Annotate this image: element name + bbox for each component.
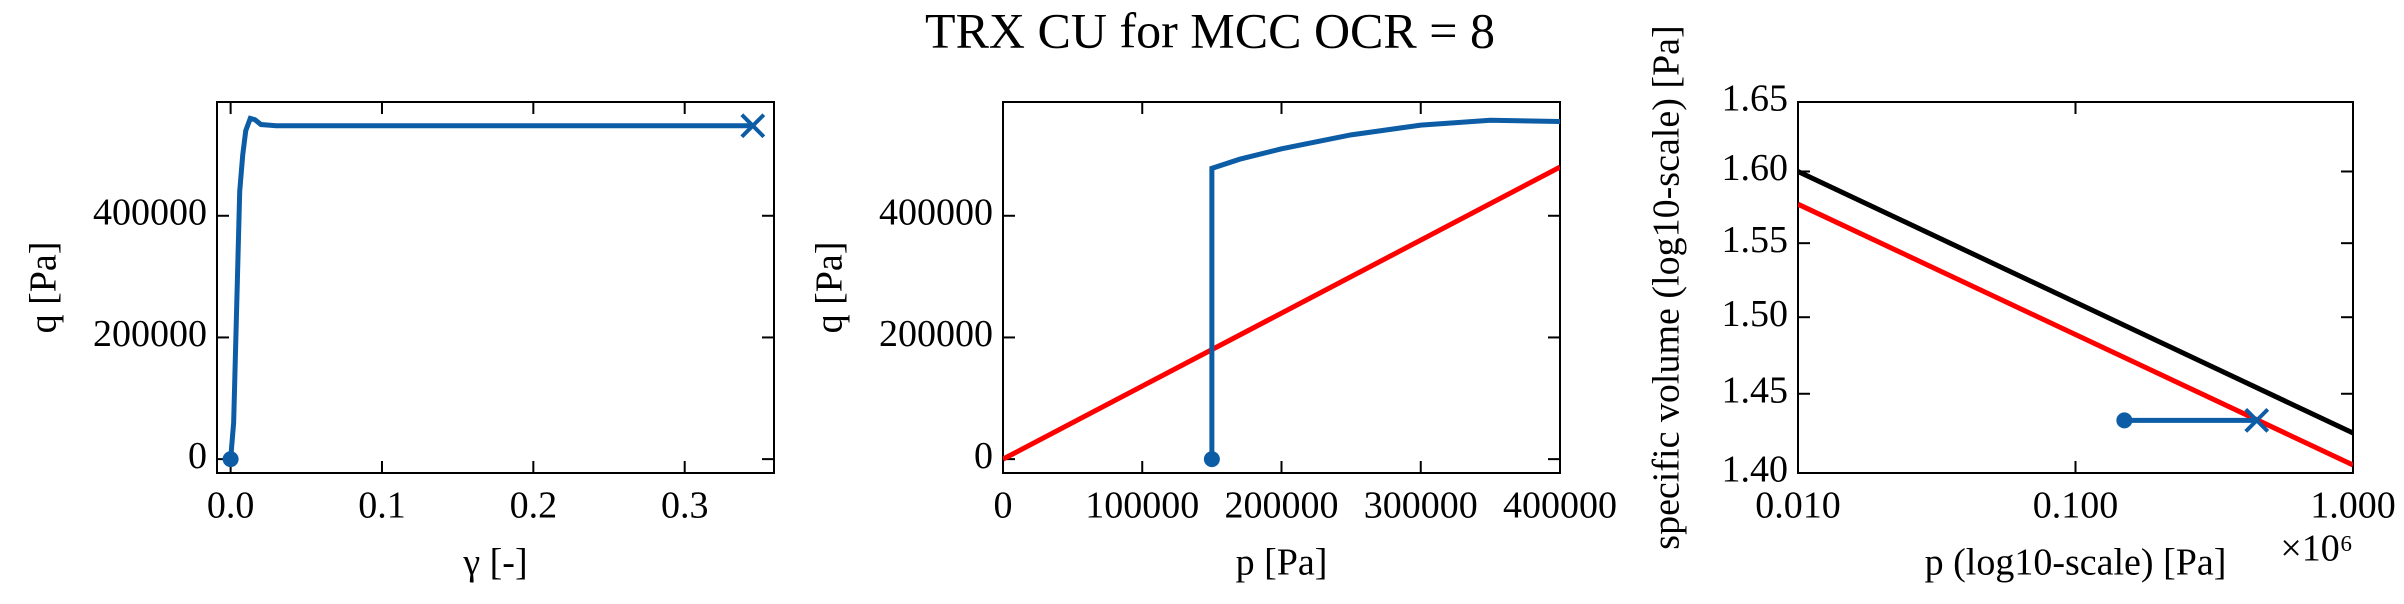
x-axis-label: p [Pa] — [1236, 542, 1328, 584]
y-tick-label: 200000 — [93, 313, 207, 355]
x-tick-label: 1.000 — [2310, 485, 2396, 527]
plot-frame — [1797, 101, 2354, 474]
y-tick-label: 1.50 — [1722, 293, 1789, 335]
y-tick-label: 0 — [974, 435, 993, 477]
x-tick-label: 0.0 — [207, 485, 255, 527]
x-tick-label: 400000 — [1503, 485, 1617, 527]
y-axis-label: specific volume (log10-scale) [Pa] — [1646, 25, 1688, 549]
y-tick-label: 1.65 — [1722, 78, 1789, 120]
y-tick-label: 1.55 — [1722, 219, 1789, 261]
series-line — [228, 115, 753, 460]
y-axis-label: q [Pa] — [23, 242, 65, 334]
start-marker — [2116, 412, 2133, 429]
x-tick-label: 100000 — [1085, 485, 1199, 527]
series-line — [1798, 169, 2353, 436]
y-axis-label: q [Pa] — [809, 242, 851, 334]
start-marker — [222, 451, 239, 468]
y-tick-label: 400000 — [879, 191, 993, 233]
series-line — [1209, 117, 1560, 460]
x-tick-label: 0.2 — [510, 485, 558, 527]
y-tick-label: 1.60 — [1722, 147, 1789, 189]
plot-frame — [216, 101, 775, 474]
x-tick-label: 300000 — [1364, 485, 1478, 527]
end-marker — [2244, 407, 2270, 433]
x-tick-label: 0.3 — [661, 485, 709, 527]
end-marker — [740, 113, 766, 139]
plot-frame — [1002, 101, 1561, 474]
x-tick-label: 0.100 — [2033, 485, 2119, 527]
start-marker — [1203, 451, 1220, 468]
series-line — [1798, 201, 2353, 468]
figure-title: TRX CU for MCC OCR = 8 — [925, 2, 1495, 58]
y-tick-label: 1.40 — [1722, 449, 1789, 491]
y-tick-label: 400000 — [93, 191, 207, 233]
x-axis-label: γ [-] — [462, 542, 527, 584]
x-tick-label: 0 — [994, 485, 1013, 527]
x-tick-label: 0.010 — [1755, 485, 1841, 527]
y-tick-label: 200000 — [879, 313, 993, 355]
y-tick-label: 0 — [188, 435, 207, 477]
x-offset-label: ×10⁶ — [2280, 528, 2353, 570]
x-tick-label: 0.1 — [358, 485, 406, 527]
x-axis-label: p (log10-scale) [Pa] — [1925, 542, 2227, 584]
x-tick-label: 200000 — [1225, 485, 1339, 527]
series-line — [1003, 164, 1560, 462]
y-tick-label: 1.45 — [1722, 369, 1789, 411]
